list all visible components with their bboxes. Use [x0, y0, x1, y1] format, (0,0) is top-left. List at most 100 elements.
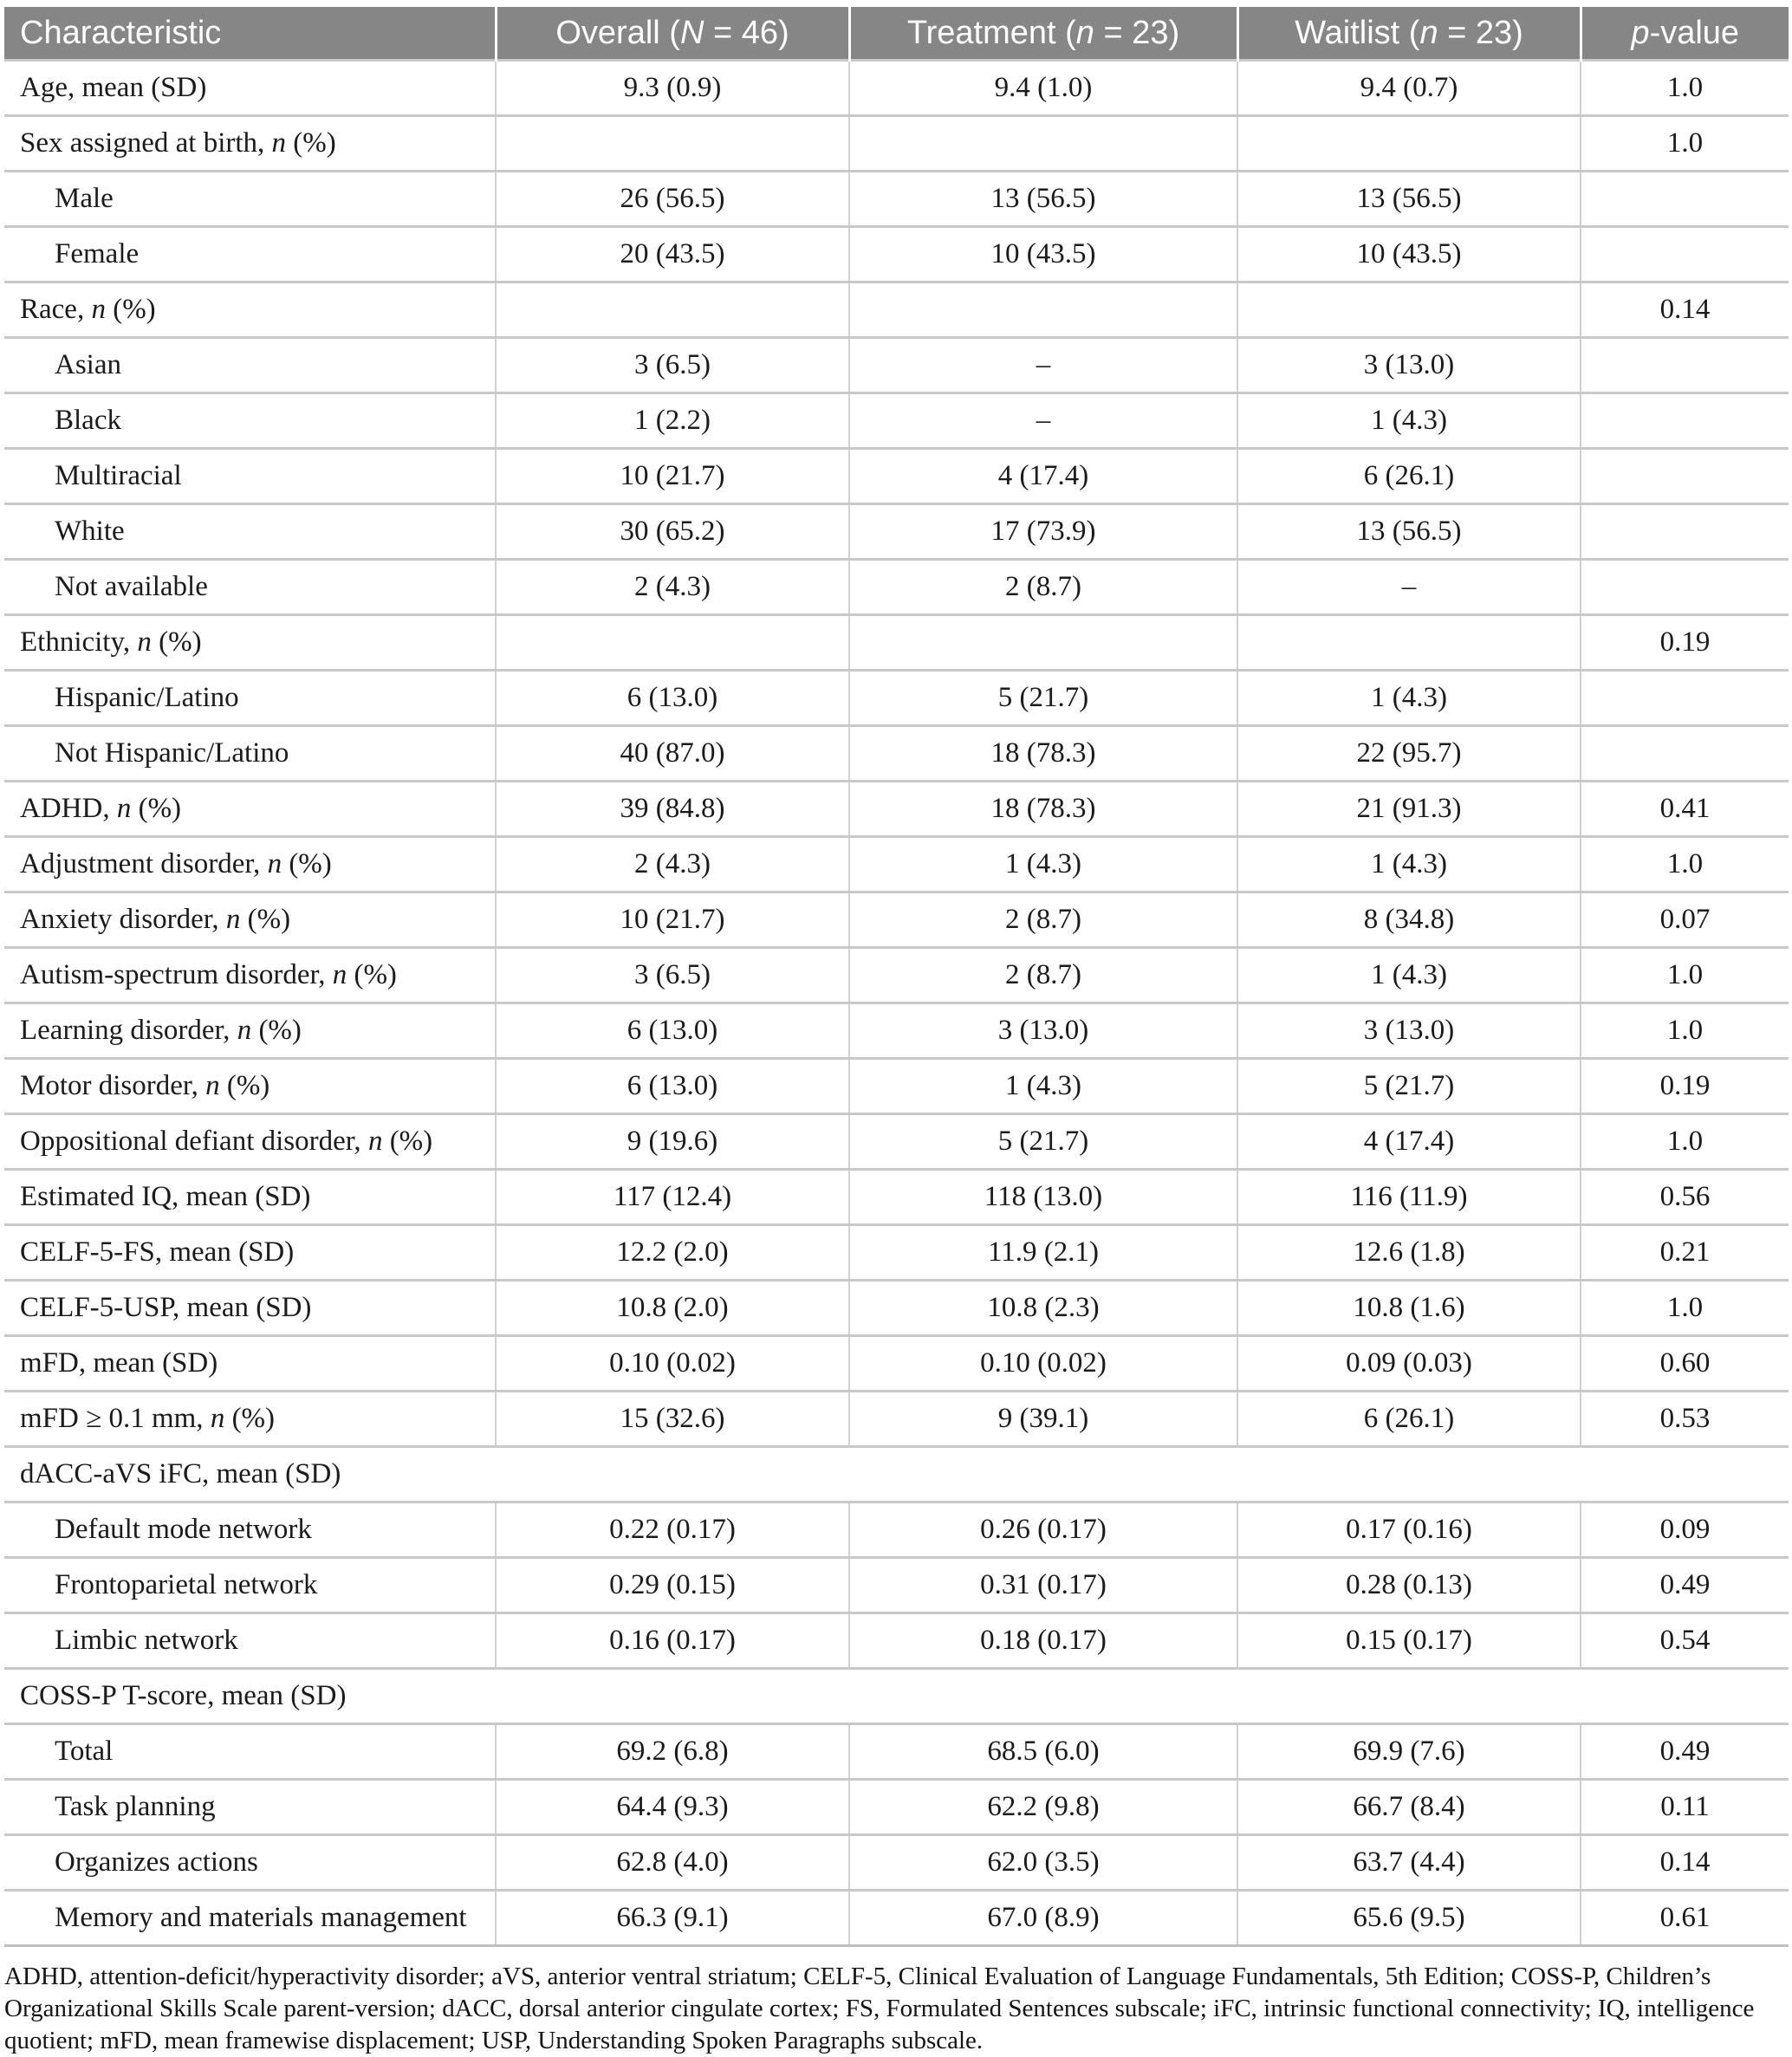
row-label: Ethnicity, n (%): [4, 613, 496, 671]
cell-overall: 9.3 (0.9): [495, 59, 849, 116]
cell-p: 0.61: [1580, 1889, 1789, 1947]
table-row: mFD, mean (SD) 0.10 (0.02) 0.10 (0.02) 0.09…: [4, 1334, 1789, 1392]
section-header-row: dACC-aVS iFC, mean (SD): [4, 1445, 1789, 1502]
cell-overall: 10.8 (2.0): [495, 1279, 849, 1336]
footnote: ADHD, attention-deficit/hyperactivity di…: [4, 1963, 1755, 2054]
row-label: Not available: [4, 558, 496, 615]
cell-p: 0.49: [1580, 1723, 1789, 1780]
row-label: COSS-P T-score, mean (SD): [4, 1667, 1789, 1724]
table-row: Anxiety disorder, n (%) 10 (21.7) 2 (8.7) 8…: [4, 891, 1789, 948]
table-row: Default mode network 0.22 (0.17) 0.26 (0.1…: [4, 1501, 1789, 1558]
row-label: Asian: [4, 336, 496, 393]
cell-overall: 69.2 (6.8): [495, 1723, 849, 1780]
cell-overall: 6 (13.0): [495, 1002, 849, 1059]
cell-overall: 10 (21.7): [495, 891, 849, 948]
cell-p: [1580, 447, 1789, 504]
section-header-row: COSS-P T-score, mean (SD): [4, 1667, 1789, 1724]
header-text: Waitlist (: [1295, 14, 1420, 51]
cell-p: 1.0: [1580, 835, 1789, 892]
cell-overall: 117 (12.4): [495, 1168, 849, 1225]
cell-waitlist: 1 (4.3): [1237, 392, 1581, 449]
cell-waitlist: 0.17 (0.16): [1237, 1501, 1581, 1558]
row-label: Motor disorder, n (%): [4, 1057, 496, 1114]
cell-treatment: 3 (13.0): [848, 1002, 1237, 1059]
row-label: Multiracial: [4, 447, 496, 504]
cell-treatment: 0.18 (0.17): [848, 1612, 1237, 1669]
cell-waitlist: 9.4 (0.7): [1237, 59, 1581, 116]
table-row: Sex assigned at birth, n (%) 1.0: [4, 114, 1789, 172]
cell-waitlist: 65.6 (9.5): [1237, 1889, 1581, 1947]
cell-waitlist: 10.8 (1.6): [1237, 1279, 1581, 1336]
cell-p: 0.14: [1580, 281, 1789, 338]
cell-overall: 64.4 (9.3): [495, 1778, 849, 1835]
table-row: Task planning 64.4 (9.3) 62.2 (9.8) 66.7 (8…: [4, 1778, 1789, 1835]
table-row: Race, n (%) 0.14: [4, 281, 1789, 338]
cell-p: 0.07: [1580, 891, 1789, 948]
cell-p: 0.49: [1580, 1556, 1789, 1613]
table-row: Ethnicity, n (%) 0.19: [4, 613, 1789, 671]
cell-waitlist: 116 (11.9): [1237, 1168, 1581, 1225]
cell-treatment: 10.8 (2.3): [848, 1279, 1237, 1336]
cell-waitlist: 6 (26.1): [1237, 447, 1581, 504]
cell-treatment: 68.5 (6.0): [848, 1723, 1237, 1780]
table-row: Memory and materials management 66.3 (9.1…: [4, 1889, 1789, 1947]
cell-p: 0.54: [1580, 1612, 1789, 1669]
cell-waitlist: 13 (56.5): [1237, 503, 1581, 560]
cell-overall: 0.29 (0.15): [495, 1556, 849, 1613]
cell-treatment: 0.26 (0.17): [848, 1501, 1237, 1558]
row-label: Age, mean (SD): [4, 59, 496, 116]
cell-treatment: 13 (56.5): [848, 170, 1237, 227]
cell-treatment: 1 (4.3): [848, 835, 1237, 892]
header-characteristic: Characteristic: [4, 7, 496, 61]
row-label: Black: [4, 392, 496, 449]
cell-p: 0.53: [1580, 1390, 1789, 1447]
table-row: White 30 (65.2) 17 (73.9) 13 (56.5): [4, 503, 1789, 560]
table-row: Not Hispanic/Latino 40 (87.0) 18 (78.3) 22 …: [4, 724, 1789, 782]
header-treatment: Treatment (n = 23): [847, 7, 1237, 61]
cell-treatment: 62.0 (3.5): [848, 1833, 1237, 1891]
header-p-value: p-value: [1579, 7, 1789, 61]
row-label: ADHD, n (%): [4, 780, 496, 837]
cell-overall: 9 (19.6): [495, 1113, 849, 1170]
row-label: mFD, mean (SD): [4, 1334, 496, 1392]
cell-p: [1580, 503, 1789, 560]
cell-p: 0.60: [1580, 1334, 1789, 1392]
cell-waitlist: 1 (4.3): [1237, 835, 1581, 892]
cell-treatment: 10 (43.5): [848, 225, 1237, 282]
cell-p: 0.56: [1580, 1168, 1789, 1225]
cell-overall: [495, 281, 849, 338]
row-label: Not Hispanic/Latino: [4, 724, 496, 782]
table-row: CELF-5-USP, mean (SD) 10.8 (2.0) 10.8 (2.3…: [4, 1279, 1789, 1336]
cell-treatment: 5 (21.7): [848, 669, 1237, 726]
cell-waitlist: –: [1237, 558, 1581, 615]
cell-overall: 2 (4.3): [495, 835, 849, 892]
table-row: Estimated IQ, mean (SD) 117 (12.4) 118 (13…: [4, 1168, 1789, 1225]
cell-p: 1.0: [1580, 946, 1789, 1003]
cell-overall: 15 (32.6): [495, 1390, 849, 1447]
cell-waitlist: 13 (56.5): [1237, 170, 1581, 227]
cell-overall: 6 (13.0): [495, 1057, 849, 1114]
cell-waitlist: 10 (43.5): [1237, 225, 1581, 282]
cell-p: 0.21: [1580, 1223, 1789, 1281]
cell-treatment: 0.31 (0.17): [848, 1556, 1237, 1613]
cell-waitlist: 69.9 (7.6): [1237, 1723, 1581, 1780]
header-row: Characteristic Overall (N = 46) Treatmen…: [4, 7, 1789, 61]
cell-treatment: [848, 281, 1237, 338]
table-row: Oppositional defiant disorder, n (%) 9 (1…: [4, 1113, 1789, 1170]
table-row: Frontoparietal network 0.29 (0.15) 0.31 (0…: [4, 1556, 1789, 1613]
table-row: Male 26 (56.5) 13 (56.5) 13 (56.5): [4, 170, 1789, 227]
cell-p: [1580, 336, 1789, 393]
cell-overall: 39 (84.8): [495, 780, 849, 837]
row-label: Female: [4, 225, 496, 282]
cell-waitlist: [1237, 114, 1581, 172]
cell-waitlist: 5 (21.7): [1237, 1057, 1581, 1114]
cell-overall: 2 (4.3): [495, 558, 849, 615]
table-row: Total 69.2 (6.8) 68.5 (6.0) 69.9 (7.6) 0.49: [4, 1723, 1789, 1780]
cell-p: [1580, 558, 1789, 615]
cell-treatment: 0.10 (0.02): [848, 1334, 1237, 1392]
cell-overall: 3 (6.5): [495, 336, 849, 393]
row-label: Male: [4, 170, 496, 227]
cell-overall: 3 (6.5): [495, 946, 849, 1003]
header-text: Treatment (: [906, 14, 1076, 51]
